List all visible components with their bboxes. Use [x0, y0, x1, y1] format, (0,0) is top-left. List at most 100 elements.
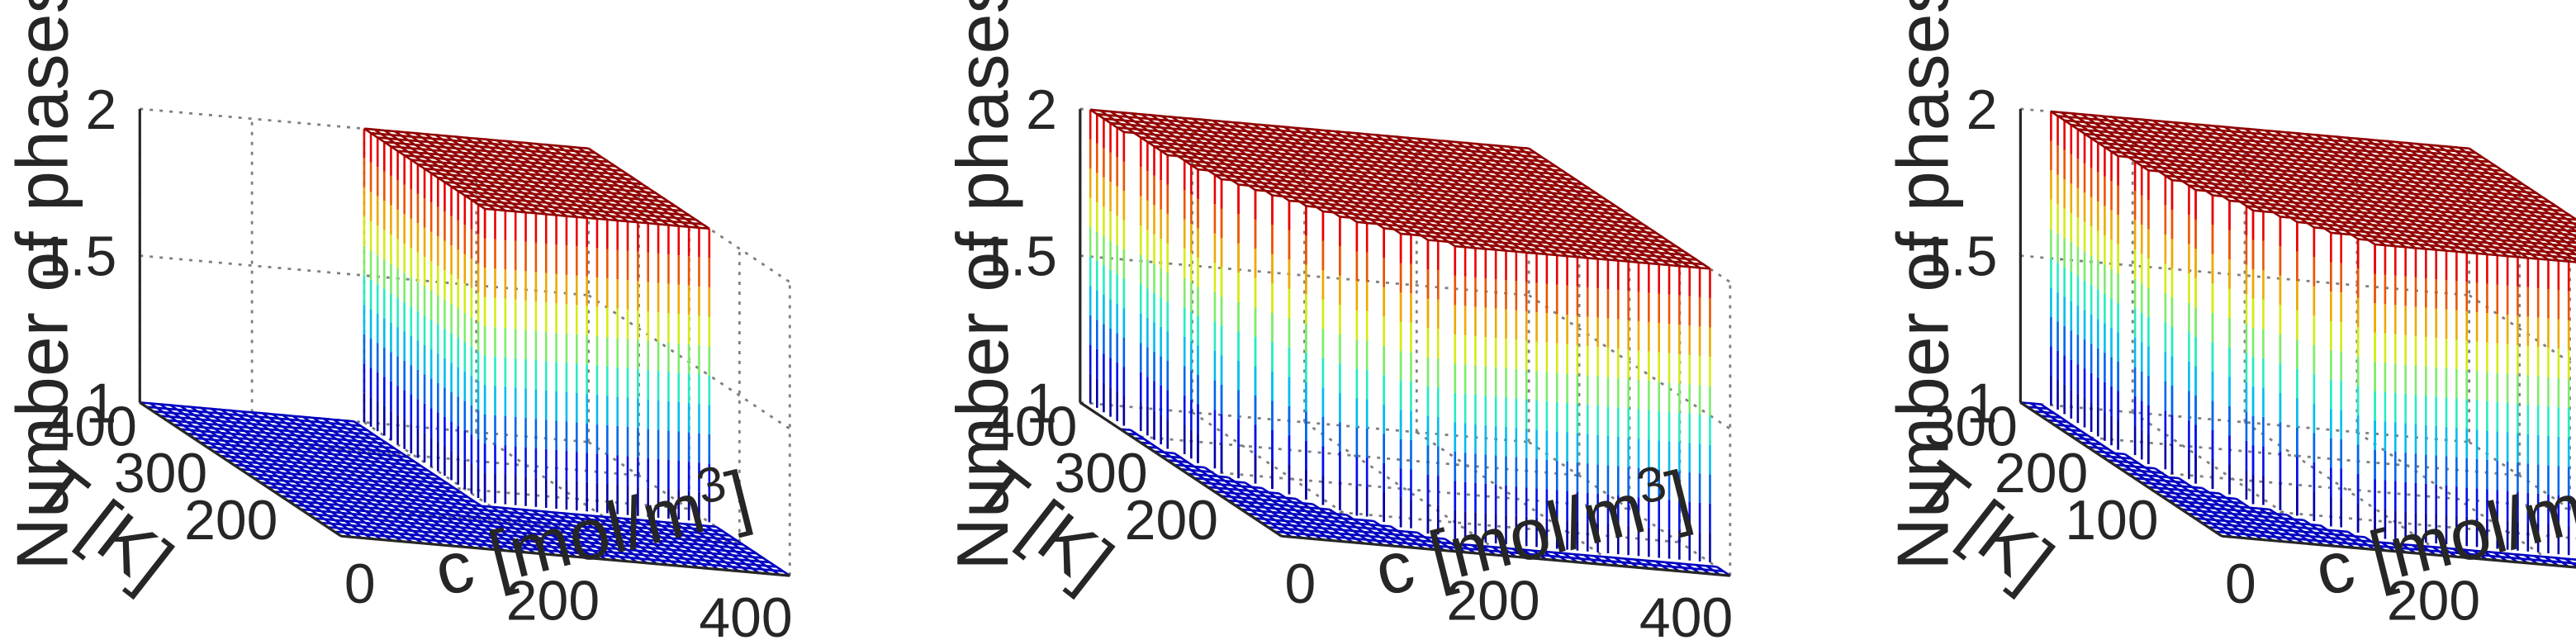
surface-line — [587, 147, 710, 230]
z-tick-label: 1 — [1026, 372, 1057, 434]
surface-line — [2107, 459, 2139, 464]
surface-line — [1261, 486, 1344, 543]
surface-line — [1497, 145, 1681, 268]
surface-line — [1542, 550, 1558, 562]
surface-line — [1446, 140, 1630, 263]
surface-line — [2265, 129, 2447, 252]
surface-line — [506, 140, 629, 223]
surface-line — [233, 463, 448, 486]
surface-line — [159, 415, 375, 436]
surface-line — [1518, 146, 1701, 269]
surface-line — [404, 131, 527, 214]
surface-line — [153, 410, 368, 432]
surface-line — [2417, 143, 2576, 250]
surface-line — [1130, 112, 1240, 186]
surface-line — [2122, 116, 2265, 213]
y-tick-label: 300 — [1054, 443, 1147, 505]
surface-line — [193, 437, 408, 458]
surface-line — [685, 523, 761, 574]
surface-line — [2347, 530, 2375, 551]
surface-line — [434, 134, 557, 216]
surface-line — [1253, 123, 1429, 241]
surface-line — [1456, 141, 1639, 263]
surface-line — [567, 145, 690, 228]
surface-line — [2437, 145, 2576, 239]
surface-line — [1120, 111, 1222, 181]
surface-line — [1312, 503, 1374, 546]
surface-line — [213, 450, 429, 472]
surface-line — [2101, 115, 2231, 202]
axes — [1079, 108, 1730, 577]
surface-line — [373, 128, 496, 211]
z-tick-label: 1.5 — [39, 226, 116, 288]
surface-line — [343, 420, 546, 556]
surface-line — [200, 441, 415, 463]
surface-line — [537, 143, 659, 225]
surface-line — [2223, 126, 2407, 249]
surface-line — [220, 454, 435, 476]
surface-line — [230, 410, 434, 546]
surface-line — [2183, 122, 2359, 240]
surface-line — [603, 515, 679, 567]
surface-line — [1180, 467, 1212, 473]
surface-line — [2254, 128, 2437, 251]
surface-line — [1130, 429, 1293, 538]
surface-line — [1174, 452, 1302, 539]
surface-line — [715, 525, 790, 577]
surface-line — [2564, 557, 2576, 567]
surface-line — [2279, 216, 2576, 244]
surface-line — [2132, 117, 2281, 218]
surface-line — [643, 519, 719, 571]
surface-line — [1141, 113, 1256, 192]
surface-line — [312, 416, 515, 552]
surface-line — [1444, 538, 1466, 553]
y-tick-label: 200 — [1995, 443, 2088, 505]
surface — [139, 127, 790, 577]
surface-line — [704, 524, 780, 576]
surface-line — [1427, 239, 1704, 266]
c-axis-line — [1281, 534, 1730, 577]
surface-line — [2305, 133, 2488, 256]
surface-line — [333, 419, 536, 555]
surface-line — [159, 403, 363, 539]
surface-line — [542, 510, 618, 562]
surface-line — [179, 405, 383, 541]
surface-line — [247, 472, 462, 494]
surface-line — [1395, 135, 1578, 258]
surface-line — [2154, 467, 2264, 541]
z-tick-label: 1.5 — [1919, 226, 1997, 288]
c-axis-line — [340, 534, 790, 577]
surface-line — [547, 144, 670, 226]
surface-line — [2080, 113, 2197, 192]
surface-line — [1283, 126, 1466, 249]
surface-line — [414, 132, 537, 215]
surface-line — [2193, 123, 2376, 246]
surface-line — [2040, 403, 2243, 539]
surface-line — [1174, 463, 1205, 469]
surface-line — [1099, 109, 1169, 157]
surface-line — [2194, 517, 2348, 533]
surface-line — [140, 401, 354, 423]
surface-line — [531, 510, 607, 561]
y-tick-label: 200 — [1125, 490, 1218, 552]
y-tick-label: 200 — [184, 490, 278, 552]
surface-line — [2172, 121, 2342, 235]
surface-line — [1202, 118, 1358, 223]
surface-line — [2462, 548, 2478, 560]
surface-line — [2071, 112, 2173, 182]
surface-line — [664, 521, 740, 572]
surface-line — [2208, 526, 2576, 561]
surface-line — [2356, 137, 2539, 260]
surface-line — [2111, 116, 2254, 211]
surface-line — [2315, 134, 2498, 257]
surface-line — [1160, 115, 1290, 202]
surface-line — [1222, 120, 1385, 230]
surface-line — [1528, 147, 1711, 270]
grid-line — [2244, 421, 2447, 557]
z-axis-label: Number of phases — [1, 0, 83, 571]
surface-line — [2165, 174, 2564, 212]
surface-line — [674, 522, 750, 573]
surface-line — [1278, 492, 1354, 543]
